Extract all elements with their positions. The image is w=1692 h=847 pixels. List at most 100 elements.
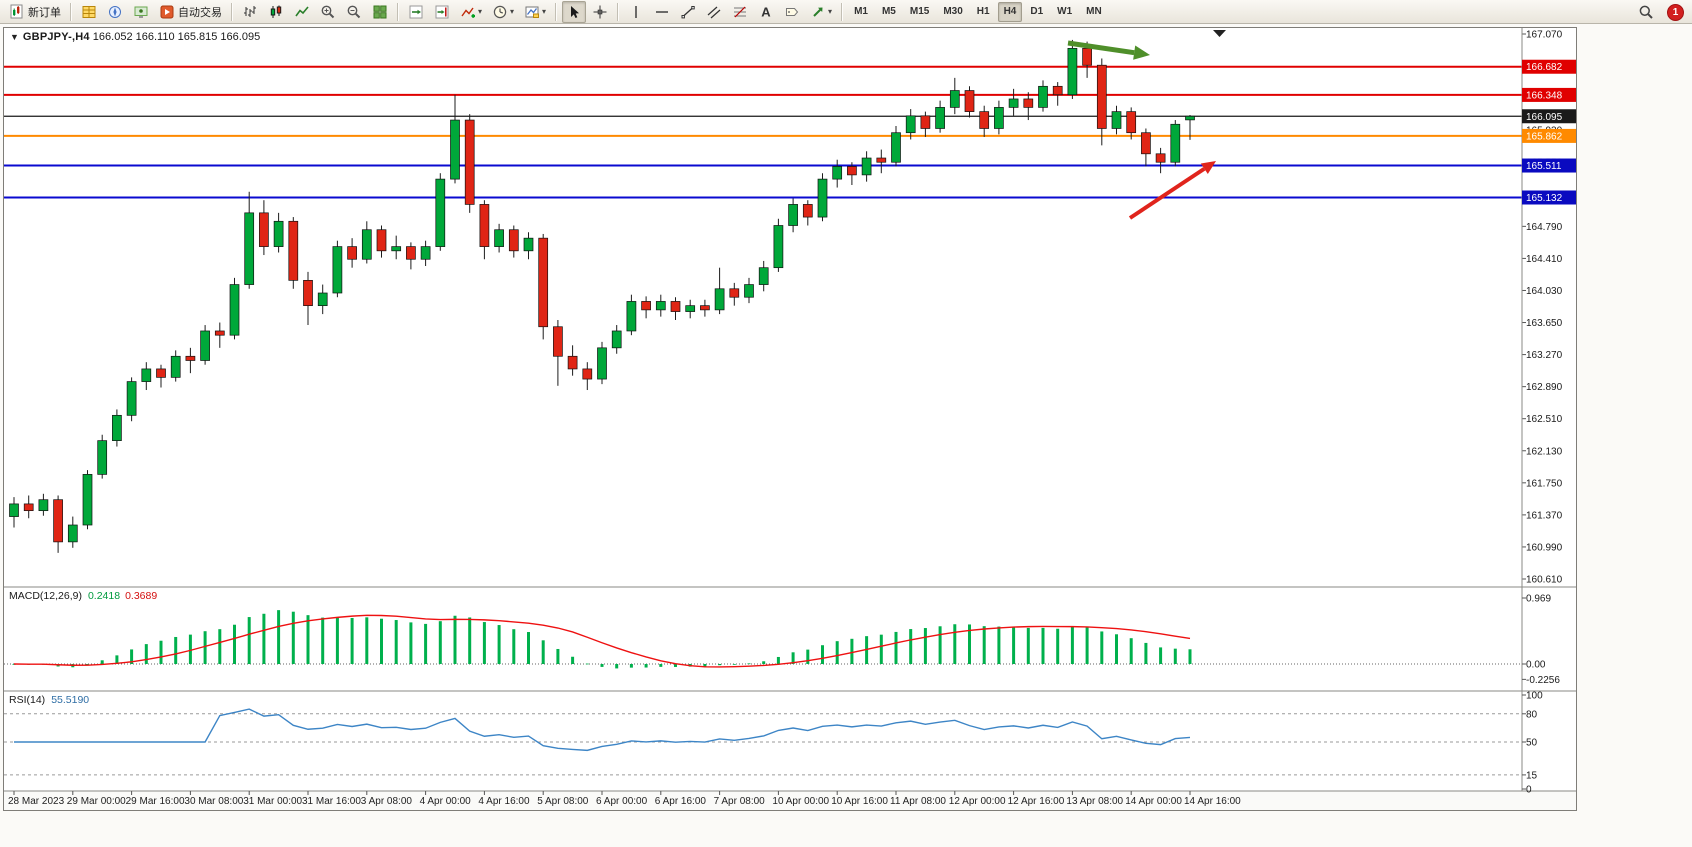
crosshair-icon <box>592 4 608 20</box>
macd-histogram-bar <box>982 626 986 664</box>
vline-icon <box>628 4 644 20</box>
fibonacci-button[interactable] <box>728 1 752 23</box>
timeframe-button-w1[interactable]: W1 <box>1057 6 1073 17</box>
trendline-button[interactable] <box>676 1 700 23</box>
time-tick-label: 29 Mar 00:00 <box>67 796 126 807</box>
candle-body <box>1096 64 1107 129</box>
macd-value-main: 0.2418 <box>87 590 121 602</box>
red-up-right-arrow[interactable] <box>1128 167 1206 220</box>
green-right-arrow[interactable] <box>1067 40 1135 56</box>
time-tick-label: 4 Apr 00:00 <box>420 796 472 807</box>
macd-histogram-bar <box>424 623 428 664</box>
price-tick-label: 164.030 <box>1526 286 1563 297</box>
rsi-tick-label: 50 <box>1526 738 1538 749</box>
autotrading-button-label: 自动交易 <box>178 6 222 19</box>
cursor-button[interactable] <box>562 0 587 23</box>
candle-body <box>391 246 402 252</box>
vertical-line-button[interactable] <box>624 1 648 23</box>
chart-canvas[interactable]: 167.070166.690166.310165.930165.550165.1… <box>4 28 1576 810</box>
candle-body <box>97 440 108 475</box>
price-badge-label: 166.348 <box>1526 90 1563 101</box>
collapse-icon[interactable]: ▼ <box>10 32 19 42</box>
tile-windows-button[interactable] <box>368 1 392 23</box>
candle-body <box>641 301 651 311</box>
macd-histogram-bar <box>879 634 883 664</box>
price-shift-marker[interactable] <box>1213 30 1226 37</box>
macd-histogram-bar <box>703 664 707 667</box>
macd-histogram-bar <box>923 628 927 664</box>
market-watch-button[interactable] <box>77 1 101 23</box>
price-tick-label: 162.510 <box>1526 414 1563 425</box>
templates-button[interactable]: ▾ <box>520 1 550 23</box>
time-tick-label: 3 Apr 08:00 <box>361 796 413 807</box>
price-badge-label: 165.862 <box>1526 131 1563 142</box>
candle-body <box>361 229 372 260</box>
candle-body <box>9 503 19 517</box>
timeframe-button-m30[interactable]: M30 <box>943 6 963 17</box>
auto-scroll-icon <box>408 4 424 20</box>
auto-scroll-button[interactable] <box>404 1 428 23</box>
indicators-button[interactable]: ▾ <box>456 1 486 23</box>
periods-button[interactable]: ▾ <box>488 1 518 23</box>
macd-histogram-bar <box>997 626 1001 664</box>
autotrading-button[interactable]: 自动交易 <box>155 1 226 23</box>
candle-body <box>876 157 887 163</box>
line-chart-icon <box>294 4 310 20</box>
search-button[interactable] <box>1634 1 1658 23</box>
rsi-tick-label: 0 <box>1526 785 1532 796</box>
line-chart-button[interactable] <box>290 1 314 23</box>
time-tick-label: 7 Apr 08:00 <box>714 796 766 807</box>
timeframe-button-h4[interactable]: H4 <box>997 1 1023 22</box>
equidistant-channel-button[interactable] <box>702 1 726 23</box>
text-button[interactable]: A <box>754 1 778 23</box>
macd-histogram-bar <box>1026 627 1030 664</box>
time-axis-strip[interactable] <box>4 791 1576 810</box>
price-badge-label: 166.095 <box>1526 112 1563 123</box>
candle-body <box>567 355 578 370</box>
candlestick-chart-button[interactable] <box>264 1 288 23</box>
navigator-button[interactable] <box>103 1 127 23</box>
timeframe-button-mn[interactable]: MN <box>1086 6 1102 17</box>
chart-shift-icon <box>434 4 450 20</box>
horizontal-line-button[interactable] <box>650 1 674 23</box>
toolbar-separator <box>70 2 72 21</box>
price-tick-label: 164.790 <box>1526 222 1563 233</box>
macd-histogram-bar <box>762 661 766 664</box>
notification-badge[interactable]: 1 <box>1667 3 1684 21</box>
text-label-button[interactable] <box>780 1 804 23</box>
rsi-indicator-label: RSI(14) 55.5190 <box>9 694 89 706</box>
timeframe-button-h1[interactable]: H1 <box>976 6 990 17</box>
candle-body <box>200 330 210 361</box>
macd-histogram-bar <box>247 617 251 664</box>
bar-chart-button[interactable] <box>238 1 262 23</box>
macd-histogram-bar <box>203 631 207 664</box>
shapes-button[interactable]: ▾ <box>806 1 836 23</box>
macd-histogram-bar <box>1012 626 1016 664</box>
macd-tick-label: 0.00 <box>1526 660 1546 671</box>
candle-body <box>406 246 416 260</box>
candle-body <box>464 119 475 205</box>
timeframe-button-m15[interactable]: M15 <box>909 6 930 17</box>
zoom-out-button[interactable] <box>342 1 366 23</box>
macd-histogram-bar <box>909 629 913 664</box>
workspace: 167.070166.690166.310165.930165.550165.1… <box>0 24 1692 847</box>
candle-body <box>685 305 696 312</box>
terminal-button[interactable] <box>129 1 153 23</box>
chart-shift-button[interactable] <box>430 1 454 23</box>
main-toolbar: 新订单 自动交易 ▾ ▾ ▾ A ▾ M1 M5 M15 M30 H1 H4 D1 W1 MN 1 <box>0 0 1692 24</box>
new-order-button[interactable]: 新订单 <box>5 1 65 23</box>
fibonacci-icon <box>732 4 748 20</box>
timeframe-button-m5[interactable]: M5 <box>881 6 896 17</box>
candle-body <box>949 90 960 108</box>
candle-body <box>655 301 666 311</box>
timeframe-button-m1[interactable]: M1 <box>854 6 868 17</box>
price-tick-label: 167.070 <box>1526 30 1563 41</box>
zoom-in-button[interactable] <box>316 1 340 23</box>
candle-body <box>347 246 357 260</box>
macd-histogram-bar <box>571 656 575 664</box>
red-up-right-arrow-head <box>1200 161 1216 174</box>
crosshair-button[interactable] <box>588 1 612 23</box>
macd-histogram-bar <box>821 645 824 664</box>
timeframe-button-d1[interactable]: D1 <box>1030 6 1044 17</box>
macd-histogram-bar <box>291 611 295 664</box>
